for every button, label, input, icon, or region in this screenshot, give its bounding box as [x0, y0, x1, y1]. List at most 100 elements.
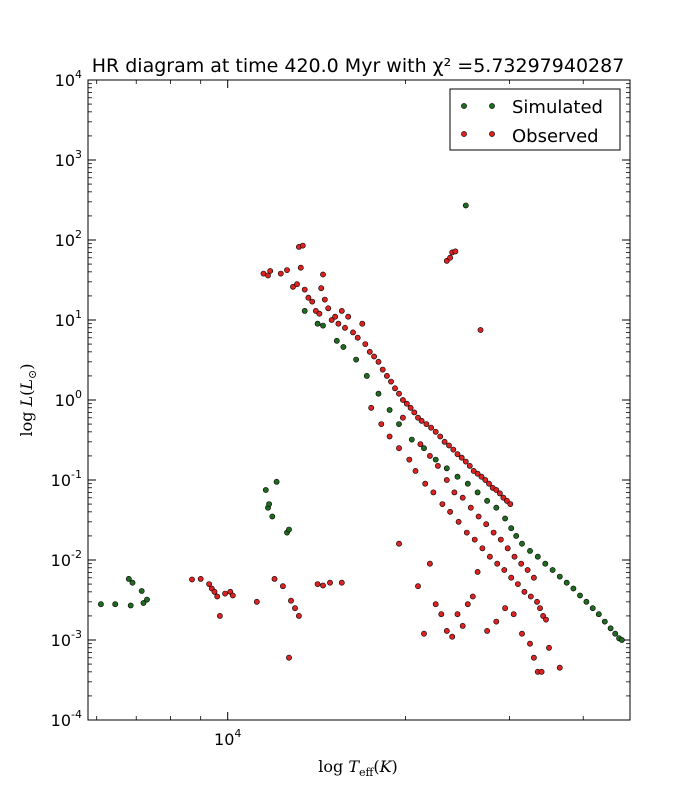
observed-point [531, 654, 537, 661]
simulated-point [462, 202, 469, 209]
simulated-point [484, 497, 490, 504]
observed-point [423, 421, 430, 427]
observed-point [515, 581, 521, 587]
simulated-point [363, 372, 370, 379]
chart-title: HR diagram at time 420.0 Myr with χ² =5.… [92, 55, 625, 77]
legend: Simulated Observed [449, 88, 621, 151]
observed-point [484, 628, 490, 634]
observed-point [359, 320, 366, 327]
simulated-point [508, 525, 515, 532]
simulated-point [549, 567, 556, 573]
legend-observed-marker [461, 131, 467, 137]
observed-point [486, 553, 493, 560]
y-axis-label: log L(L⊙) [17, 363, 39, 436]
observed-point [537, 605, 543, 612]
observed-point [556, 664, 563, 671]
simulated-point [563, 579, 570, 586]
observed-point [342, 324, 348, 331]
simulated-point [583, 598, 590, 605]
simulated-point [589, 605, 596, 612]
simulated-point [502, 515, 508, 522]
observed-point [222, 590, 228, 597]
axis-ticks [88, 79, 630, 721]
simulated-point [534, 553, 541, 560]
observed-point [478, 473, 485, 480]
observed-point [446, 442, 452, 449]
observed-point [399, 397, 406, 403]
observed-point [197, 576, 204, 582]
simulated-point [556, 573, 563, 580]
observed-point [430, 489, 437, 496]
observed-point [483, 521, 490, 528]
observed-point [421, 630, 427, 637]
observed-point [320, 271, 326, 278]
simulated-point [493, 504, 500, 511]
observed-point [527, 640, 533, 647]
observed-point [432, 601, 439, 608]
observed-point [451, 489, 458, 496]
observed-point [439, 501, 446, 507]
observed-point [292, 605, 298, 612]
observed-point [415, 414, 421, 421]
observed-point [447, 508, 453, 515]
observed-point [467, 504, 474, 511]
simulated-point [542, 560, 549, 567]
observed-point [406, 456, 413, 463]
observed-point [396, 445, 402, 452]
simulated-point [269, 513, 276, 520]
observed-point [379, 366, 386, 373]
observed-point [477, 327, 484, 333]
observed-point [432, 428, 439, 435]
simulated-point [527, 548, 533, 554]
observed-point [214, 593, 221, 600]
simulated-point [266, 501, 272, 507]
y-tick-label: 10-2 [51, 548, 82, 570]
observed-point [338, 579, 345, 586]
observed-point [415, 583, 421, 590]
observed-point [338, 307, 345, 314]
observed-point [502, 605, 508, 612]
observed-point [284, 267, 290, 273]
observed-point [501, 567, 508, 573]
observed-point [543, 616, 549, 623]
legend-simulated-marker [461, 103, 467, 109]
observed-point [450, 446, 457, 453]
observed-point [279, 583, 286, 590]
simulated-point [408, 436, 415, 443]
simulated-point [513, 533, 520, 539]
y-tick-label: 10-4 [51, 708, 82, 730]
observed-point [494, 560, 501, 567]
observed-point [497, 536, 504, 543]
observed-point [493, 618, 500, 625]
y-tick-label: 10-3 [51, 628, 82, 650]
observed-point [368, 404, 375, 411]
observed-point [459, 494, 466, 501]
y-tick-label: 102 [55, 228, 82, 250]
observed-point [253, 598, 260, 605]
legend-simulated-label: Simulated [512, 97, 603, 118]
observed-point [519, 630, 525, 637]
y-tick-label: 101 [55, 308, 82, 330]
observed-point [305, 294, 312, 301]
simulated-point [577, 592, 583, 599]
observed-point [510, 611, 517, 618]
observed-point [459, 623, 466, 629]
simulated-point [396, 421, 402, 427]
observed-point [454, 611, 461, 618]
simulated-point [340, 344, 347, 350]
observed-point [403, 400, 410, 407]
observed-point [469, 593, 476, 600]
observed-point [325, 305, 332, 312]
simulated-point [612, 630, 619, 637]
observed-point [299, 242, 306, 249]
simulated-point [474, 489, 481, 496]
observed-point [449, 633, 456, 640]
observed-point [345, 313, 352, 320]
observed-point [463, 529, 470, 536]
simulated-point [301, 307, 308, 314]
observed-point [470, 467, 477, 474]
observed-point [314, 581, 321, 587]
simulated-point [273, 478, 280, 485]
observed-point [411, 409, 418, 416]
legend-simulated-marker [489, 103, 495, 109]
